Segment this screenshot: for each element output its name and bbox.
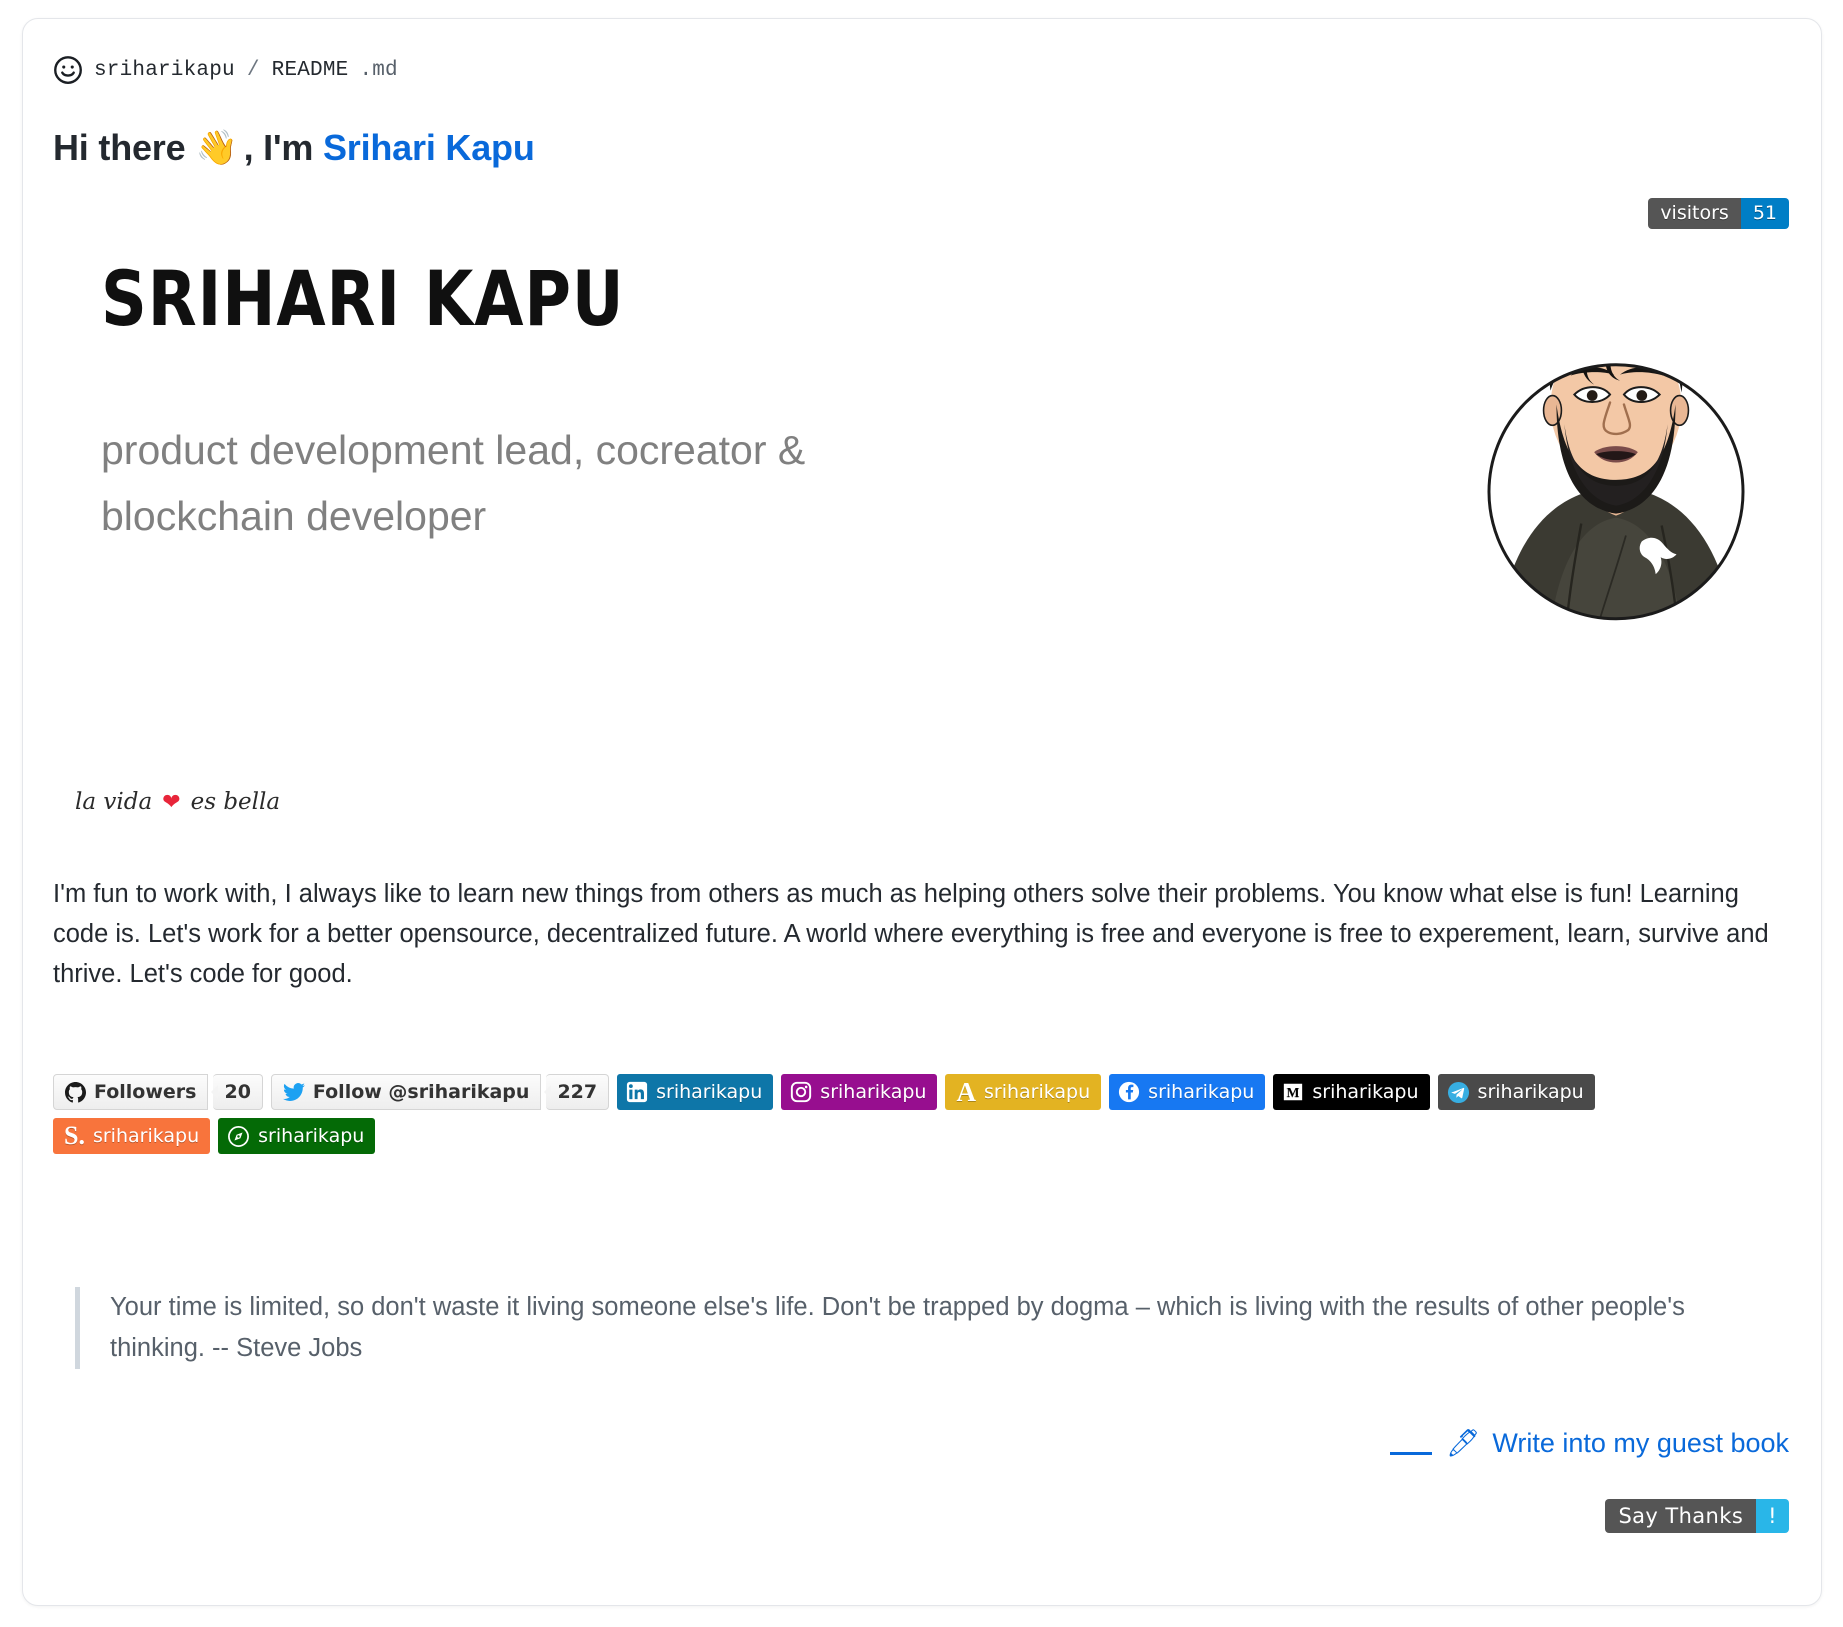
- avatar: [1487, 274, 1745, 654]
- visitors-badge-count: 51: [1740, 198, 1789, 229]
- social-badges: Followers 20 Follow @sriharikapu 227: [53, 1074, 1793, 1162]
- heart-icon: ❤: [162, 789, 181, 815]
- greeting-middle: , I'm: [243, 127, 323, 168]
- badge-sololearn[interactable]: S. sriharikapu: [53, 1118, 211, 1154]
- guest-book-link[interactable]: Write into my guest book: [1492, 1427, 1789, 1458]
- badge-facebook[interactable]: sriharikapu: [1109, 1074, 1266, 1110]
- badge-github-followers[interactable]: Followers 20: [53, 1074, 263, 1110]
- breadcrumb-owner[interactable]: sriharikapu: [94, 58, 235, 82]
- badge-tripadvisor[interactable]: sriharikapu: [218, 1118, 376, 1154]
- visitors-badge-label: visitors: [1648, 198, 1741, 229]
- hero-section: SRIHARI KAPU product development lead, c…: [23, 259, 1821, 679]
- waving-hand-icon: 👋: [195, 129, 238, 167]
- facebook-icon: [1118, 1081, 1140, 1103]
- badge-label: sriharikapu: [983, 1081, 1091, 1103]
- guest-book-row: 🖊 Write into my guest book: [1390, 1427, 1789, 1459]
- hero-text-block: SRIHARI KAPU product development lead, c…: [101, 259, 1321, 550]
- say-thanks-badge[interactable]: Say Thanks !: [1605, 1499, 1789, 1533]
- instagram-icon: [790, 1081, 812, 1103]
- angellist-a-icon: A: [956, 1076, 976, 1107]
- greeting-prefix: Hi there: [53, 127, 186, 168]
- avatar-illustration: [1487, 363, 1745, 621]
- author-name-link[interactable]: Srihari Kapu: [322, 127, 535, 168]
- page-title: Hi there 👋 , I'm Srihari Kapu: [53, 127, 535, 169]
- visitors-badge[interactable]: visitors 51: [1648, 198, 1789, 229]
- hero-tagline: product development lead, cocreator & bl…: [101, 426, 806, 540]
- svg-text:M: M: [1287, 1085, 1300, 1100]
- twitter-icon: [282, 1081, 305, 1103]
- signature-part-1: la vida: [75, 789, 153, 815]
- say-thanks-label: Say Thanks: [1605, 1499, 1757, 1533]
- medium-m-icon: M: [1282, 1081, 1304, 1103]
- breadcrumb-filename[interactable]: README: [271, 58, 349, 82]
- github-icon: [65, 1081, 86, 1103]
- badge-row: Followers 20 Follow @sriharikapu 227: [53, 1074, 1793, 1110]
- readme-card: sriharikapu / README .md Hi there 👋 , I'm…: [22, 18, 1822, 1606]
- badge-label: sriharikapu: [92, 1125, 200, 1147]
- quote-block: Your time is limited, so don't waste it …: [75, 1287, 1775, 1369]
- badge-angellist[interactable]: A sriharikapu: [945, 1074, 1102, 1110]
- badge-label: sriharikapu: [1312, 1081, 1419, 1103]
- badge-medium[interactable]: M sriharikapu: [1273, 1074, 1430, 1110]
- bio-paragraph: I'm fun to work with, I always like to l…: [53, 880, 1769, 989]
- badge-label: sriharikapu: [656, 1081, 763, 1103]
- badge-label: sriharikapu: [258, 1125, 365, 1147]
- hero-name: SRIHARI KAPU: [101, 254, 625, 343]
- smiley-icon: [53, 55, 83, 85]
- sololearn-s-icon: S.: [64, 1121, 85, 1150]
- badge-label-group: Followers: [53, 1074, 209, 1110]
- badge-twitter-follow[interactable]: Follow @sriharikapu 227: [270, 1074, 610, 1110]
- badge-label: Follow @sriharikapu: [312, 1081, 530, 1103]
- breadcrumb-separator: /: [246, 58, 260, 82]
- badge-label: sriharikapu: [1477, 1081, 1584, 1103]
- badge-value: 20: [213, 1074, 263, 1110]
- guest-book-dash: [1390, 1451, 1433, 1455]
- badge-telegram[interactable]: sriharikapu: [1437, 1074, 1595, 1110]
- badge-instagram[interactable]: sriharikapu: [781, 1074, 938, 1110]
- badge-label: Followers: [94, 1081, 197, 1103]
- badge-row: S. sriharikapu sriharikapu: [53, 1118, 1793, 1154]
- breadcrumb: sriharikapu / README .md: [53, 55, 398, 85]
- telegram-icon: [1447, 1081, 1470, 1104]
- badge-label-group: Follow @sriharikapu: [270, 1074, 542, 1110]
- breadcrumb-file-extension: .md: [359, 58, 398, 82]
- badge-linkedin[interactable]: sriharikapu: [617, 1074, 774, 1110]
- badge-label: sriharikapu: [1148, 1081, 1255, 1103]
- signature-part-2: es bella: [190, 789, 281, 815]
- quote-text: Your time is limited, so don't waste it …: [110, 1293, 1685, 1362]
- pen-icon: 🖊: [1446, 1428, 1481, 1458]
- compass-icon: [227, 1125, 250, 1148]
- signature: la vida ❤ es bella: [75, 779, 280, 825]
- badge-label: sriharikapu: [820, 1081, 927, 1103]
- linkedin-icon: [626, 1081, 648, 1103]
- say-thanks-mark: !: [1756, 1499, 1789, 1533]
- badge-value: 227: [546, 1074, 610, 1110]
